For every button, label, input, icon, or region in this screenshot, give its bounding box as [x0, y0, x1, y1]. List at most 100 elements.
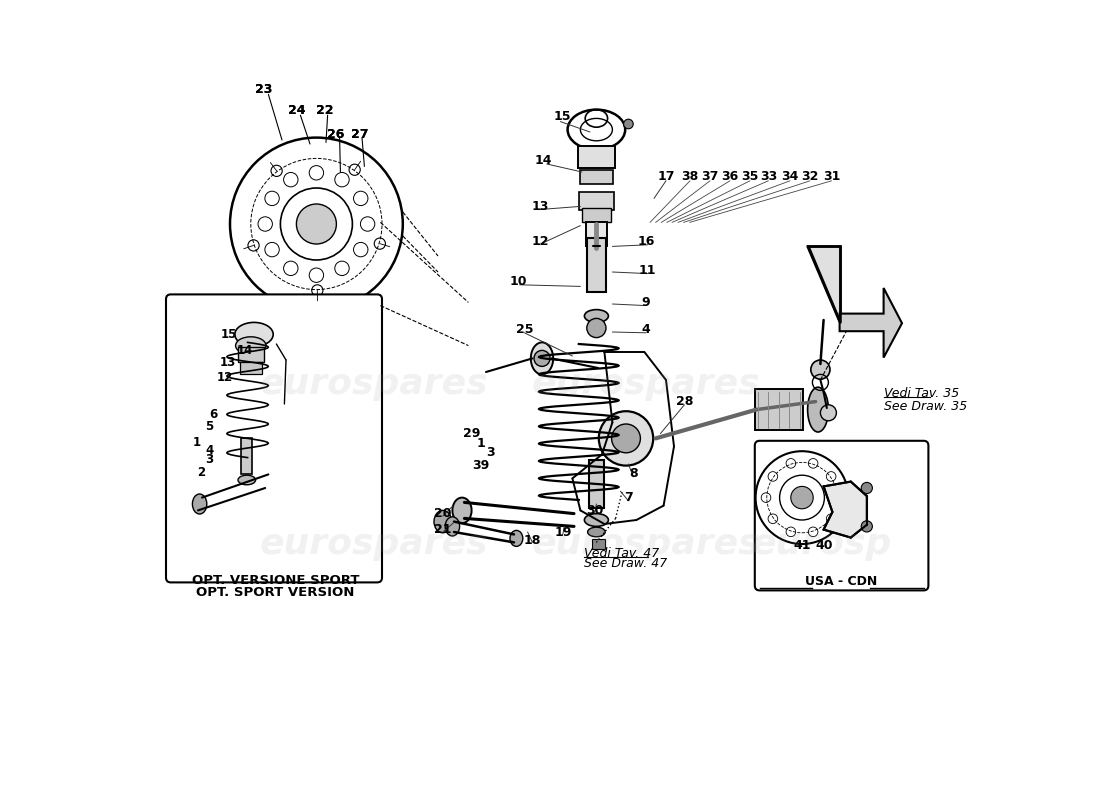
Text: 4: 4 [205, 444, 213, 457]
Text: 10: 10 [509, 275, 527, 288]
Text: 15: 15 [553, 110, 571, 122]
Text: 29: 29 [463, 427, 481, 440]
Text: 31: 31 [823, 170, 840, 182]
Text: 40: 40 [815, 539, 833, 552]
Text: eurospares: eurospares [260, 527, 488, 561]
Circle shape [612, 424, 640, 453]
Text: Vedi Tav. 47: Vedi Tav. 47 [584, 547, 659, 560]
Bar [586, 222, 607, 246]
Text: 37: 37 [702, 170, 718, 182]
Circle shape [821, 405, 836, 421]
Polygon shape [824, 482, 867, 538]
Text: 18: 18 [524, 534, 541, 546]
Text: 36: 36 [722, 170, 738, 182]
Text: 23: 23 [255, 83, 273, 96]
Text: 24: 24 [287, 104, 305, 117]
Bar [593, 539, 605, 549]
Text: USA - CDN: USA - CDN [805, 575, 878, 588]
Text: 25: 25 [516, 323, 534, 336]
Text: eurosp: eurosp [751, 527, 892, 561]
Bar [582, 208, 610, 222]
Ellipse shape [235, 337, 266, 354]
Text: 2: 2 [197, 466, 206, 478]
Bar [578, 146, 615, 168]
Text: 4: 4 [641, 323, 650, 336]
Bar [241, 438, 252, 474]
Circle shape [791, 486, 813, 509]
Text: 12: 12 [217, 371, 233, 384]
Bar [579, 192, 614, 210]
Text: OPT. VERSIONE SPORT: OPT. VERSIONE SPORT [191, 574, 360, 587]
Text: 22: 22 [316, 104, 333, 117]
Text: eurospares: eurospares [531, 367, 760, 401]
Polygon shape [807, 246, 839, 322]
Text: eurospares: eurospares [260, 367, 488, 401]
Text: 1: 1 [194, 436, 201, 449]
Text: 1: 1 [476, 437, 485, 450]
Text: 22: 22 [316, 104, 333, 117]
Ellipse shape [807, 387, 828, 432]
Text: 3: 3 [205, 453, 213, 466]
Ellipse shape [446, 517, 460, 536]
Text: 20: 20 [434, 507, 452, 520]
Polygon shape [839, 288, 902, 358]
Ellipse shape [234, 322, 273, 346]
Text: 34: 34 [781, 170, 799, 182]
Circle shape [598, 411, 653, 466]
Ellipse shape [434, 510, 452, 533]
Text: 15: 15 [220, 328, 236, 341]
Text: 13: 13 [220, 356, 235, 369]
Text: 32: 32 [801, 170, 818, 182]
Circle shape [296, 204, 337, 244]
FancyBboxPatch shape [755, 441, 928, 590]
Text: Vedi Tav. 35: Vedi Tav. 35 [884, 387, 959, 400]
Text: 21: 21 [434, 523, 452, 536]
Text: 13: 13 [531, 200, 549, 213]
Ellipse shape [531, 342, 553, 374]
Text: 14: 14 [236, 344, 253, 357]
Text: 7: 7 [624, 491, 632, 504]
Text: 16: 16 [637, 235, 654, 248]
Text: 39: 39 [472, 459, 490, 472]
Text: 17: 17 [658, 170, 674, 182]
Text: 5: 5 [205, 420, 213, 433]
Bar [590, 460, 604, 508]
Circle shape [624, 119, 634, 129]
Circle shape [534, 350, 550, 366]
Ellipse shape [584, 514, 608, 526]
Text: 23: 23 [255, 83, 273, 96]
Bar [240, 362, 262, 374]
Text: 19: 19 [554, 526, 572, 538]
Circle shape [861, 521, 872, 532]
Text: 11: 11 [639, 264, 657, 277]
Text: See Draw. 47: See Draw. 47 [584, 557, 667, 570]
Text: 14: 14 [535, 154, 552, 166]
Text: 28: 28 [675, 395, 693, 408]
Text: 12: 12 [531, 235, 549, 248]
Circle shape [586, 318, 606, 338]
Text: 8: 8 [629, 467, 638, 480]
Circle shape [811, 360, 830, 379]
Text: eurospares: eurospares [531, 527, 760, 561]
Text: OPT. SPORT VERSION: OPT. SPORT VERSION [197, 586, 355, 598]
Text: 9: 9 [641, 296, 650, 309]
Text: 27: 27 [351, 128, 369, 141]
Bar [238, 347, 264, 362]
Ellipse shape [510, 530, 522, 546]
Text: 41: 41 [793, 539, 811, 552]
Text: 24: 24 [287, 104, 305, 117]
Ellipse shape [584, 310, 608, 322]
Text: 26: 26 [327, 128, 344, 141]
Text: 26: 26 [327, 128, 344, 141]
Bar [580, 170, 613, 184]
Text: See Draw. 35: See Draw. 35 [884, 400, 968, 413]
Ellipse shape [192, 494, 207, 514]
Text: 30: 30 [586, 504, 604, 517]
Circle shape [861, 482, 872, 494]
FancyBboxPatch shape [166, 294, 382, 582]
Text: 35: 35 [741, 170, 759, 182]
Bar [586, 238, 606, 292]
Text: 33: 33 [760, 170, 777, 182]
Ellipse shape [452, 498, 472, 523]
Ellipse shape [238, 475, 255, 485]
